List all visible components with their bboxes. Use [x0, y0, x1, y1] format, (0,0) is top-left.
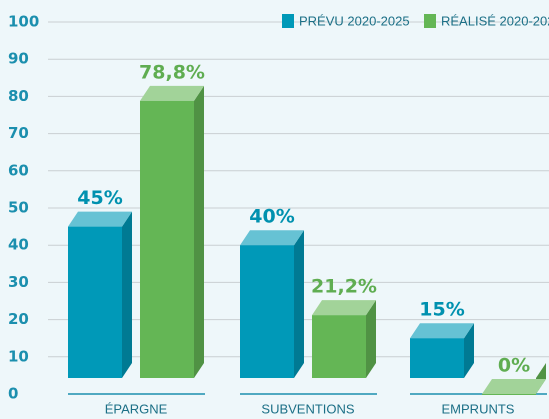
bar — [312, 300, 376, 378]
legend-label: RÉALISÉ 2020-2022 — [441, 13, 549, 28]
bar-side — [122, 211, 132, 378]
y-tick-label: 20 — [8, 310, 29, 328]
value-label: 78,8% — [139, 61, 205, 83]
y-tick-label: 30 — [8, 273, 29, 291]
bar — [240, 230, 304, 378]
y-tick-label: 70 — [8, 124, 29, 142]
bar — [482, 363, 546, 395]
value-label: 45% — [77, 187, 122, 209]
y-tick-label: 80 — [8, 87, 29, 105]
bar-front — [240, 245, 294, 378]
bar-front — [140, 100, 194, 378]
bar — [68, 211, 132, 378]
bar-side — [464, 323, 474, 378]
x-tick-label: ÉPARGNE — [105, 401, 168, 416]
bar-top — [240, 230, 304, 246]
y-tick-label: 40 — [8, 236, 29, 254]
bar-side — [366, 300, 376, 378]
legend-swatch — [424, 14, 436, 28]
value-label: 21,2% — [311, 276, 377, 298]
bar-front — [312, 315, 366, 378]
y-tick-label: 90 — [8, 50, 29, 68]
value-label: 40% — [249, 206, 294, 228]
bar-front — [68, 226, 122, 378]
y-tick-label: 100 — [8, 13, 39, 31]
bar-top — [312, 300, 376, 316]
legend-swatch — [282, 14, 294, 28]
bar — [410, 323, 474, 378]
x-tick-label: SUBVENTIONS — [261, 401, 355, 416]
bar-front — [482, 394, 536, 395]
bar-top — [482, 379, 546, 394]
y-tick-label: 10 — [8, 347, 29, 365]
y-tick-label: 60 — [8, 161, 29, 179]
x-tick-label: EMPRUNTS — [442, 401, 515, 416]
legend-label: PRÉVU 2020-2025 — [299, 13, 410, 28]
y-tick-label: 50 — [8, 199, 29, 217]
bar-top — [140, 85, 204, 101]
bar-side — [294, 230, 304, 378]
bar-side — [194, 85, 204, 378]
y-tick-label: 0 — [8, 385, 18, 403]
bar — [140, 85, 204, 378]
value-label: 15% — [419, 299, 464, 321]
value-label: 0% — [498, 355, 530, 377]
bar-top — [410, 323, 474, 339]
bar-top — [68, 211, 132, 227]
bar-front — [410, 338, 464, 378]
